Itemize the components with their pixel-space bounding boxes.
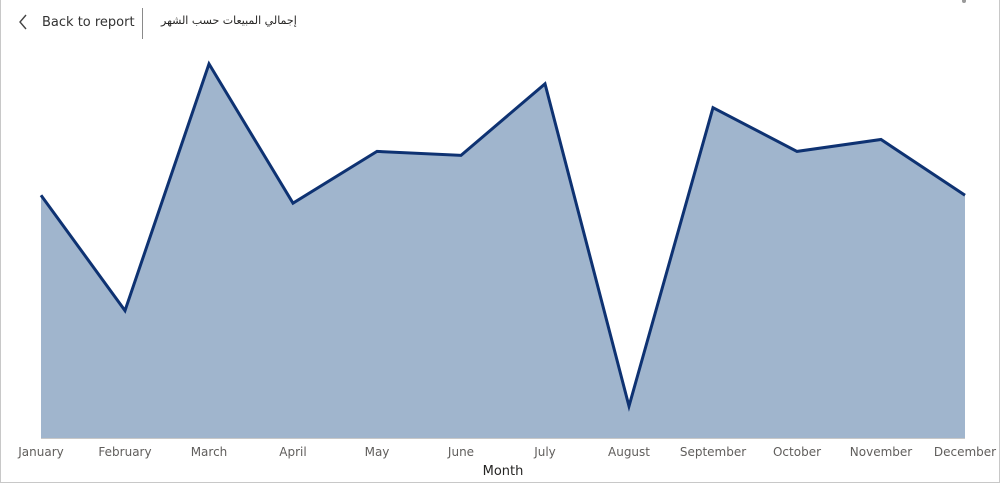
data-point-may[interactable]	[373, 147, 381, 155]
data-point-january[interactable]	[37, 191, 45, 199]
x-tick-label-january: January	[17, 445, 64, 459]
x-tick-label-december: December	[934, 445, 996, 459]
series-line	[39, 60, 966, 412]
header-divider	[142, 8, 143, 39]
visual-title: إجمالي المبيعات حسب الشهر	[161, 14, 297, 27]
back-to-report-button[interactable]: Back to report	[18, 10, 135, 34]
data-point-february[interactable]	[121, 307, 129, 315]
x-tick-label-october: October	[773, 445, 821, 459]
data-point-april[interactable]	[289, 199, 297, 207]
data-point-november[interactable]	[877, 136, 885, 144]
x-axis-title: Month	[483, 464, 524, 479]
corner-mark	[962, 0, 966, 3]
back-to-report-label: Back to report	[42, 14, 135, 30]
data-point-october[interactable]	[793, 147, 801, 155]
x-tick-label-march: March	[191, 445, 228, 459]
x-tick-label-september: September	[680, 445, 746, 459]
x-tick-label-august: August	[608, 445, 650, 459]
data-point-september[interactable]	[709, 104, 717, 112]
x-tick-label-november: November	[850, 445, 912, 459]
data-point-july[interactable]	[541, 80, 549, 88]
x-tick-label-april: April	[279, 445, 306, 459]
header-bar: Back to report إجمالي المبيعات حسب الشهر	[0, 0, 1000, 40]
x-tick-label-may: May	[365, 445, 390, 459]
data-point-june[interactable]	[457, 151, 465, 159]
series-area-fill	[41, 63, 965, 439]
x-tick-label-july: July	[533, 445, 556, 459]
x-tick-label-june: June	[447, 445, 474, 459]
x-tick-label-february: February	[98, 445, 151, 459]
data-point-august[interactable]	[625, 402, 633, 410]
data-point-december[interactable]	[961, 191, 969, 199]
data-point-march[interactable]	[205, 60, 213, 68]
chevron-left-icon	[18, 14, 28, 30]
